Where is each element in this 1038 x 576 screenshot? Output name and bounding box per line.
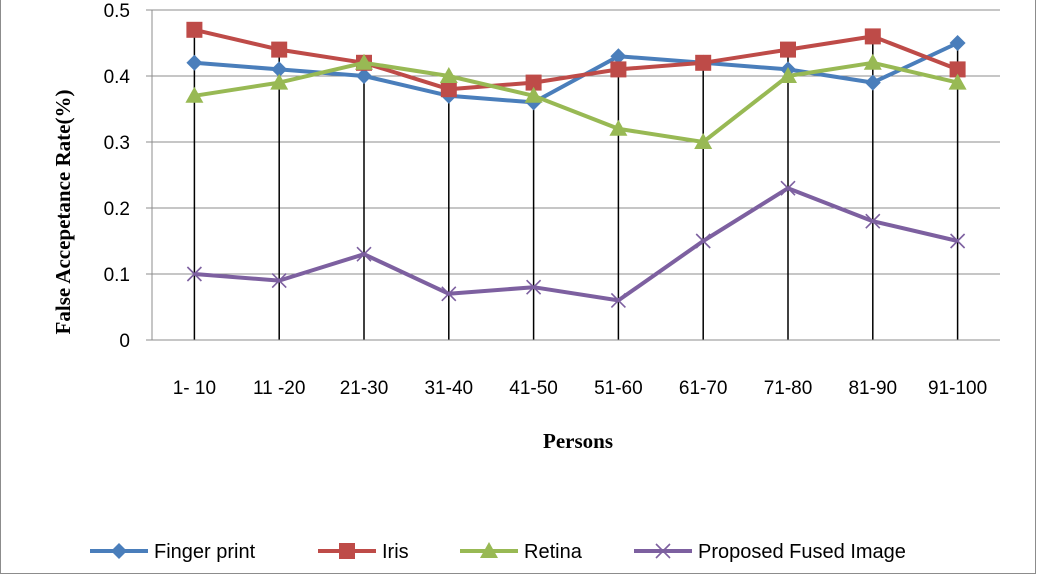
legend-label: Proposed Fused Image — [698, 541, 906, 563]
data-point — [949, 61, 966, 78]
series-line — [194, 60, 959, 144]
axes — [151, 10, 1000, 341]
data-point — [356, 246, 372, 262]
legend-label: Retina — [524, 541, 583, 563]
series-line — [193, 27, 959, 92]
drop-lines — [193, 29, 959, 340]
legend-item: Iris — [318, 541, 409, 563]
x-tick-label: 61-70 — [679, 378, 728, 399]
data-point — [525, 74, 542, 91]
y-tick-label: 0.1 — [104, 265, 130, 286]
y-tick-label: 0.4 — [104, 67, 131, 88]
y-tick-labels: 0 0.1 0.2 0.3 0.4 0.5 — [104, 1, 131, 352]
data-point — [950, 233, 966, 249]
data-point — [186, 266, 202, 282]
legend-marker — [339, 543, 355, 559]
series-proposed-fused-image — [186, 180, 966, 308]
y-tick-label: 0.3 — [104, 133, 130, 154]
data-point — [271, 41, 288, 58]
legend-item: Proposed Fused Image — [634, 541, 906, 563]
y-tick-label: 0 — [119, 331, 130, 352]
data-point — [441, 286, 457, 302]
y-tick-label: 0.2 — [104, 199, 130, 220]
series-retina — [185, 53, 967, 149]
data-point — [865, 213, 881, 229]
y-tick-label: 0.5 — [104, 1, 130, 22]
data-point — [271, 61, 288, 78]
legend-marker — [111, 543, 127, 559]
legend-marker — [655, 543, 671, 559]
data-point — [695, 54, 712, 71]
x-tick-label: 1- 10 — [173, 378, 216, 399]
data-point — [863, 53, 882, 70]
x-tick-label: 71-80 — [764, 378, 813, 399]
series-line — [194, 186, 959, 303]
data-point — [694, 133, 713, 149]
data-point — [185, 86, 204, 103]
series-finger-print — [186, 35, 966, 111]
data-point — [610, 48, 627, 65]
x-tick-label: 51-60 — [594, 378, 643, 399]
data-point — [439, 67, 458, 83]
data-point — [609, 119, 628, 136]
legend: Finger print Iris Retina Proposed Fused Ima… — [90, 541, 906, 563]
data-point — [186, 21, 203, 38]
x-tick-label: 81-90 — [848, 378, 897, 399]
data-point — [949, 35, 966, 51]
y-axis-title: False Accepetance Rate(%) — [51, 90, 75, 335]
data-point — [524, 86, 543, 103]
data-point — [780, 41, 796, 58]
data-point — [864, 74, 881, 91]
x-tick-label: 91-100 — [928, 378, 987, 399]
series-group — [185, 21, 967, 308]
x-tick-label: 41-50 — [509, 378, 558, 399]
legend-item: Finger print — [90, 541, 256, 563]
data-point — [270, 73, 289, 90]
legend-label: Iris — [382, 541, 409, 563]
data-point — [864, 28, 881, 45]
data-point — [610, 292, 626, 308]
data-point — [271, 273, 287, 289]
data-point — [948, 73, 967, 90]
series-line — [194, 41, 959, 105]
data-point — [186, 54, 203, 71]
data-point — [610, 61, 627, 78]
data-point — [695, 233, 711, 249]
data-point — [526, 279, 542, 295]
legend-label: Finger print — [154, 541, 256, 563]
x-tick-label: 31-40 — [424, 378, 473, 399]
x-tick-label: 21-30 — [340, 378, 389, 399]
x-axis-title: Persons — [543, 429, 613, 453]
data-point — [355, 53, 373, 70]
data-point — [779, 67, 797, 83]
data-point — [780, 180, 796, 196]
x-tick-label: 11 -20 — [253, 378, 305, 399]
legend-marker — [480, 542, 498, 558]
data-point — [440, 81, 457, 98]
series-iris — [186, 21, 966, 98]
x-tick-labels: 1- 10 11 -20 21-30 31-40 41-50 51-60 61-70 71-8… — [173, 378, 987, 399]
data-point — [356, 68, 372, 84]
legend-item: Retina — [460, 541, 583, 563]
